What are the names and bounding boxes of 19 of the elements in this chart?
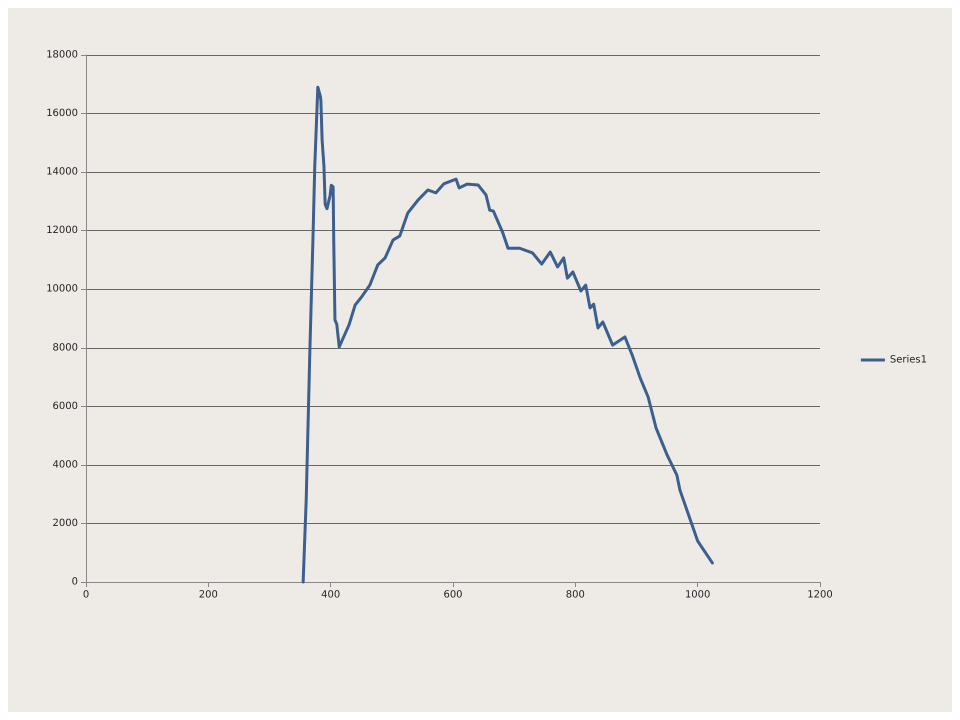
- y-tick-label: 8000: [52, 342, 78, 354]
- x-tick-label: 0: [82, 590, 90, 600]
- x-tick-label: 600: [443, 590, 463, 600]
- y-tick-label: 12000: [46, 225, 78, 236]
- x-tick-label: 1000: [684, 590, 710, 600]
- x-tick-label: 400: [321, 590, 340, 600]
- y-tick-label: 18000: [46, 50, 78, 60]
- y-tick-label: 14000: [46, 166, 78, 178]
- y-tick-label: 2000: [52, 518, 78, 529]
- y-tick-label: 6000: [52, 400, 78, 412]
- x-tick-label: 200: [198, 590, 218, 600]
- x-tick-label: 800: [566, 590, 585, 600]
- line-series: [302, 86, 714, 584]
- y-tick-label: 16000: [46, 108, 78, 120]
- x-tick-label: 1200: [807, 590, 833, 600]
- legend-label: Series1: [890, 354, 928, 366]
- y-tick-label: 10000: [46, 284, 78, 295]
- y-tick-label: 0: [72, 576, 78, 588]
- y-tick-label: 4000: [52, 459, 78, 470]
